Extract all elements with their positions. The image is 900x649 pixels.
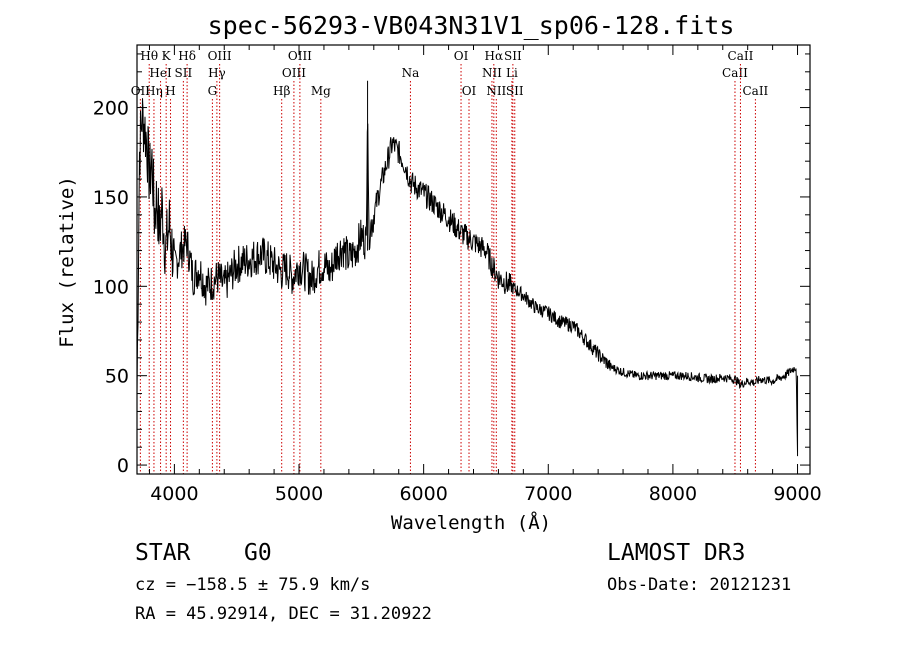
line-label-20: NII <box>486 84 506 98</box>
line-label-4: K <box>162 49 172 63</box>
line-label-15: Na <box>402 66 420 80</box>
line-label-21: Li <box>506 66 518 80</box>
y-axis-label: Flux (relative) <box>56 176 78 348</box>
line-label-16: OI <box>454 49 469 63</box>
x-axis-label: Wavelength (Å) <box>391 511 551 534</box>
line-label-7: Hδ <box>178 49 196 63</box>
spectrum-line-0 <box>136 98 798 453</box>
plot-frame <box>136 44 811 475</box>
line-label-6: SII <box>175 66 193 80</box>
line-label-3: HeI <box>149 66 172 80</box>
x-tick-label-1: 5000 <box>275 483 323 505</box>
line-label-0: OII <box>131 84 151 98</box>
line-label-12: OIII <box>282 66 306 80</box>
line-label-14: Mg <box>311 84 331 98</box>
line-label-8: Hγ <box>208 66 226 80</box>
line-label-24: CaII <box>722 66 748 80</box>
object-class: STAR <box>135 540 191 566</box>
y-tick-label-0: 0 <box>117 455 129 477</box>
y-tick-label-1: 50 <box>105 366 129 388</box>
line-label-25: CaII <box>728 49 754 63</box>
survey-name: LAMOST DR3 <box>607 540 745 566</box>
line-label-10: G <box>208 84 218 98</box>
line-label-2: Hη <box>145 84 163 98</box>
object-subclass: G0 <box>244 540 272 566</box>
line-label-19: Hα <box>485 49 504 63</box>
line-label-11: Hβ <box>273 84 290 98</box>
y-tick-label-4: 200 <box>93 98 129 120</box>
line-label-22: SII <box>504 49 522 63</box>
line-label-23: SII <box>506 84 524 98</box>
chart-title: spec-56293-VB043N31V1_sp06-128.fits <box>208 11 735 40</box>
y-tick-label-2: 100 <box>93 276 129 298</box>
x-tick-label-5: 9000 <box>773 483 821 505</box>
observation-date: Obs-Date: 20121231 <box>607 575 791 595</box>
ra-dec-coordinates: RA = 45.92914, DEC = 31.20922 <box>135 604 432 624</box>
line-label-26: CaII <box>742 84 768 98</box>
line-label-18: NII <box>482 66 502 80</box>
y-tick-label-3: 150 <box>93 187 129 209</box>
line-label-1: Hθ <box>140 49 158 63</box>
line-label-17: OI <box>462 84 477 98</box>
x-tick-label-2: 6000 <box>399 483 447 505</box>
x-tick-label-3: 7000 <box>524 483 572 505</box>
redshift-velocity: cz = −158.5 ± 75.9 km/s <box>135 575 370 595</box>
x-tick-label-4: 8000 <box>649 483 697 505</box>
spectrum-series <box>136 80 799 457</box>
axis-ticks: 4000 5000 6000 7000 8000 9000 0 50 100 150 200 <box>93 45 822 505</box>
line-label-9: OIII <box>208 49 232 63</box>
x-tick-label-0: 4000 <box>150 483 198 505</box>
line-label-13: OIII <box>288 49 312 63</box>
line-label-5: H <box>165 84 175 98</box>
